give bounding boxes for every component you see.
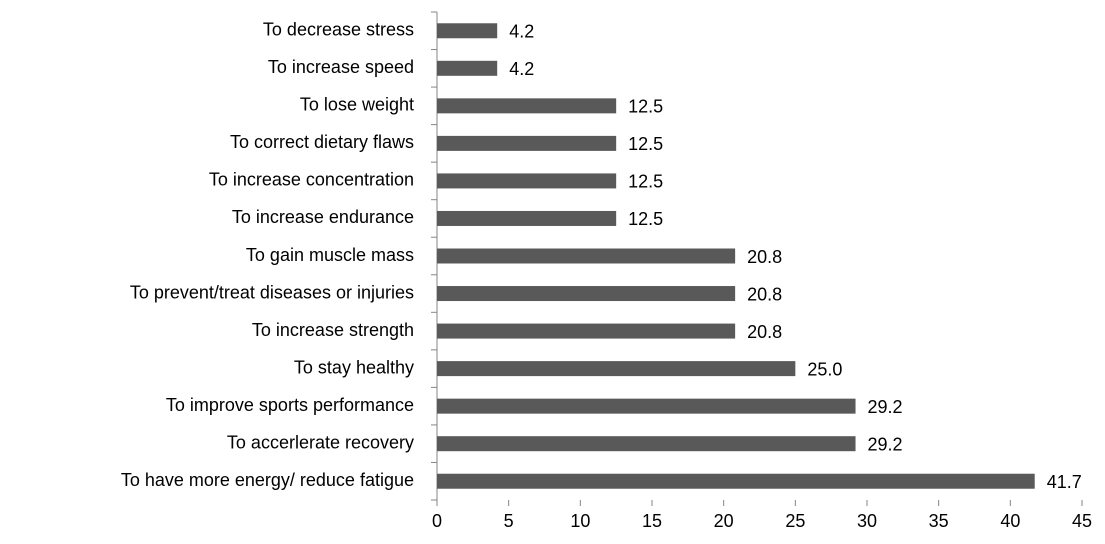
y-tick-label: To correct dietary flaws [230,132,414,152]
bar [437,210,617,226]
x-tick-label: 30 [857,511,877,531]
bar [437,361,796,377]
y-tick-label: To prevent/treat diseases or injuries [130,282,414,302]
bar [437,473,1035,489]
x-tick-label: 10 [570,511,590,531]
value-label: 20.8 [747,322,782,342]
value-label: 12.5 [628,97,663,117]
value-label: 4.2 [509,59,534,79]
bar [437,23,498,39]
x-tick-label: 5 [504,511,514,531]
y-tick-label: To accerlerate recovery [227,432,414,452]
bar [437,323,736,339]
value-label: 12.5 [628,134,663,154]
value-label: 12.5 [628,172,663,192]
bar [437,60,498,76]
value-label: 20.8 [747,284,782,304]
y-tick-label: To gain muscle mass [246,245,414,265]
y-tick-label: To increase concentration [209,170,414,190]
y-tick-label: To stay healthy [294,357,414,377]
bar [437,398,856,414]
x-tick-label: 25 [785,511,805,531]
value-label: 41.7 [1047,472,1082,492]
x-tick-label: 35 [929,511,949,531]
y-tick-label: To have more energy/ reduce fatigue [121,470,414,490]
value-label: 4.2 [509,22,534,42]
y-tick-label: To lose weight [300,95,414,115]
bar [437,286,736,302]
bar [437,436,856,452]
bar [437,135,617,151]
value-label: 20.8 [747,247,782,267]
x-tick-label: 45 [1072,511,1092,531]
bar [437,248,736,264]
y-tick-label: To decrease stress [263,20,414,40]
bar [437,98,617,114]
y-tick-label: To increase speed [268,57,414,77]
value-label: 29.2 [868,397,903,417]
x-tick-label: 15 [642,511,662,531]
y-tick-label: To increase strength [252,320,414,340]
value-label: 12.5 [628,209,663,229]
bar [437,173,617,189]
value-label: 29.2 [868,434,903,454]
x-tick-label: 40 [1000,511,1020,531]
x-tick-label: 20 [714,511,734,531]
y-tick-label: To improve sports performance [166,395,414,415]
y-tick-label: To increase endurance [232,207,414,227]
x-tick-label: 0 [432,511,442,531]
value-label: 25.0 [807,359,842,379]
